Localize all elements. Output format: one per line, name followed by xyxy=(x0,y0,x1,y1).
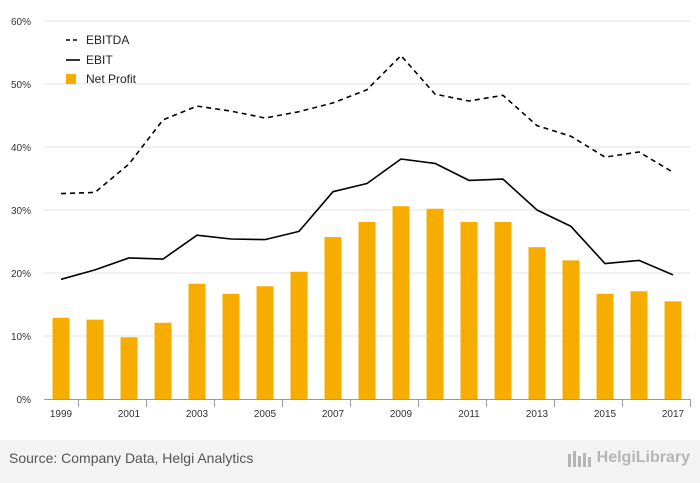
brand-logo: HelgiLibrary xyxy=(567,448,690,468)
bar-net-profit xyxy=(426,208,444,399)
bar-net-profit xyxy=(86,319,104,399)
gridlines xyxy=(44,20,690,337)
bar-net-profit xyxy=(52,317,70,399)
bar-net-profit xyxy=(392,206,410,399)
y-tick-label: 30% xyxy=(11,206,31,217)
chart: 0% 10% 20% 30% 40% 50% 60% 1999 2001 2003 2005 200… xyxy=(11,17,691,420)
y-tick-label: 60% xyxy=(11,17,31,28)
y-tick-label: 40% xyxy=(11,143,31,154)
y-tick-label: 0% xyxy=(17,395,32,406)
bar-net-profit xyxy=(154,322,172,399)
bar-net-profit xyxy=(596,293,614,399)
library-icon xyxy=(567,451,591,467)
legend-label: EBITDA xyxy=(86,33,129,47)
line-ebitda xyxy=(60,54,674,195)
y-tick-label: 10% xyxy=(11,332,31,343)
series-lines xyxy=(60,54,674,281)
bar-net-profit xyxy=(460,221,478,399)
x-axis: 1999 2001 2003 2005 2007 2009 2011 2013 2015 2017 xyxy=(44,399,691,420)
line-ebit xyxy=(60,158,674,281)
y-tick-label: 20% xyxy=(11,269,31,280)
x-tick-label: 1999 xyxy=(50,409,73,420)
footer: Source: Company Data, Helgi Analytics He… xyxy=(0,440,700,483)
x-tick-label: 2015 xyxy=(594,409,617,420)
net-profit-bars xyxy=(52,206,682,399)
legend-swatch-net-profit xyxy=(66,74,76,84)
legend-label: EBIT xyxy=(86,53,113,67)
x-tick-label: 2013 xyxy=(526,409,549,420)
bar-net-profit xyxy=(664,301,682,399)
legend-label: Net Profit xyxy=(86,72,137,86)
legend: EBITDA EBIT Net Profit xyxy=(66,33,137,86)
bar-net-profit xyxy=(494,221,512,399)
x-tick-label: 2003 xyxy=(186,409,209,420)
y-tick-label: 50% xyxy=(11,80,31,91)
x-tick-label: 2005 xyxy=(254,409,277,420)
brand-name: HelgiLibrary xyxy=(596,449,690,466)
bar-net-profit xyxy=(222,293,240,399)
bar-net-profit xyxy=(630,291,648,399)
bar-net-profit xyxy=(528,247,546,399)
x-tick-label: 2017 xyxy=(662,409,685,420)
bar-net-profit xyxy=(324,237,342,399)
bar-net-profit xyxy=(562,260,580,399)
x-tick-label: 2007 xyxy=(322,409,345,420)
y-axis-tick-labels: 0% 10% 20% 30% 40% 50% 60% xyxy=(11,17,31,406)
bar-net-profit xyxy=(358,221,376,399)
x-tick-label: 2009 xyxy=(390,409,413,420)
x-tick-label: 2001 xyxy=(118,409,141,420)
source-note: Source: Company Data, Helgi Analytics xyxy=(9,450,254,466)
bar-net-profit xyxy=(188,283,206,399)
bar-net-profit xyxy=(290,271,308,399)
x-tick-label: 2011 xyxy=(458,409,480,420)
bar-net-profit xyxy=(256,286,274,399)
bar-net-profit xyxy=(120,337,138,399)
